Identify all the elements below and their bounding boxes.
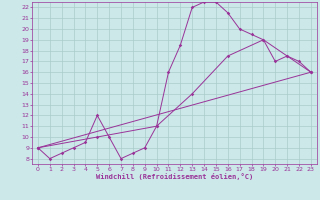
X-axis label: Windchill (Refroidissement éolien,°C): Windchill (Refroidissement éolien,°C) xyxy=(96,173,253,180)
